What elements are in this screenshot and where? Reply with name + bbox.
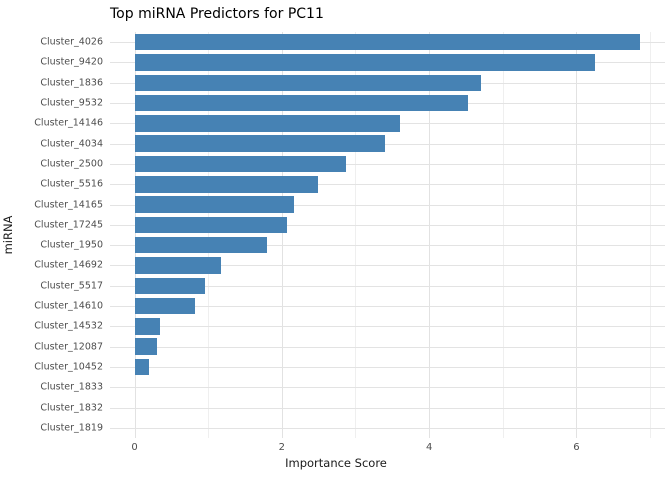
row-gridline <box>110 163 665 165</box>
bar <box>134 338 157 355</box>
row-gridline <box>110 245 665 247</box>
y-tick-label: Cluster_1836 <box>40 77 103 89</box>
minor-gridline <box>650 32 652 438</box>
y-tick-label: Cluster_4034 <box>40 138 103 150</box>
bar <box>134 94 469 112</box>
bar <box>134 236 268 254</box>
y-tick-label: Cluster_1819 <box>40 422 103 434</box>
bar <box>134 155 346 173</box>
major-gridline <box>134 32 136 438</box>
x-tick-label: 0 <box>131 442 138 453</box>
bar <box>134 277 206 294</box>
row-gridline <box>110 184 665 186</box>
bar <box>134 196 295 213</box>
row-gridline <box>110 306 665 308</box>
row-gridline <box>110 285 665 287</box>
y-tick-label: Cluster_1832 <box>40 402 103 414</box>
y-tick-label: Cluster_1950 <box>40 239 103 251</box>
row-gridline <box>110 407 665 409</box>
major-gridline <box>429 32 431 438</box>
row-gridline <box>110 143 665 145</box>
y-tick-label: Cluster_14610 <box>34 300 103 312</box>
bar <box>134 54 595 71</box>
plot-panel <box>110 32 665 438</box>
y-tick-label: Cluster_9420 <box>40 56 103 68</box>
row-gridline <box>110 326 665 328</box>
bar <box>134 135 385 152</box>
x-axis-title: Importance Score <box>285 456 387 470</box>
bar <box>134 74 481 91</box>
y-tick-label: Cluster_12087 <box>34 341 103 353</box>
chart-title: Top miRNA Predictors for PC11 <box>110 6 324 22</box>
y-tick-label: Cluster_17245 <box>34 219 103 231</box>
y-tick-label: Cluster_5517 <box>40 280 103 292</box>
row-gridline <box>110 387 665 389</box>
bar <box>134 216 287 234</box>
bar <box>134 115 400 132</box>
y-tick-label: Cluster_14692 <box>34 259 103 271</box>
y-tick-label: Cluster_14146 <box>34 117 103 129</box>
row-gridline <box>110 265 665 267</box>
y-tick-label: Cluster_5516 <box>40 178 103 190</box>
bar <box>134 297 195 315</box>
row-gridline <box>110 224 665 226</box>
y-tick-label: Cluster_14165 <box>34 199 103 211</box>
y-tick-label: Cluster_4026 <box>40 36 103 48</box>
y-tick-label: Cluster_14532 <box>34 320 103 332</box>
row-gridline <box>110 204 665 206</box>
y-tick-label: Cluster_9532 <box>40 97 103 109</box>
row-gridline <box>110 346 665 348</box>
major-gridline <box>281 32 283 438</box>
x-tick-label: 4 <box>425 442 433 453</box>
bar <box>134 257 221 274</box>
bar <box>134 176 318 193</box>
bar <box>134 358 150 376</box>
major-gridline <box>576 32 578 438</box>
bar <box>134 33 640 51</box>
bar <box>134 318 160 335</box>
y-tick-label: Cluster_1833 <box>40 381 103 393</box>
row-gridline <box>110 366 665 368</box>
minor-gridline <box>208 32 210 438</box>
minor-gridline <box>502 32 504 438</box>
y-tick-label: Cluster_10452 <box>34 361 103 373</box>
minor-gridline <box>355 32 357 438</box>
x-tick-label: 2 <box>278 442 285 453</box>
row-gridline <box>110 427 665 429</box>
x-tick-label: 6 <box>573 442 580 453</box>
y-tick-label: Cluster_2500 <box>40 158 103 170</box>
